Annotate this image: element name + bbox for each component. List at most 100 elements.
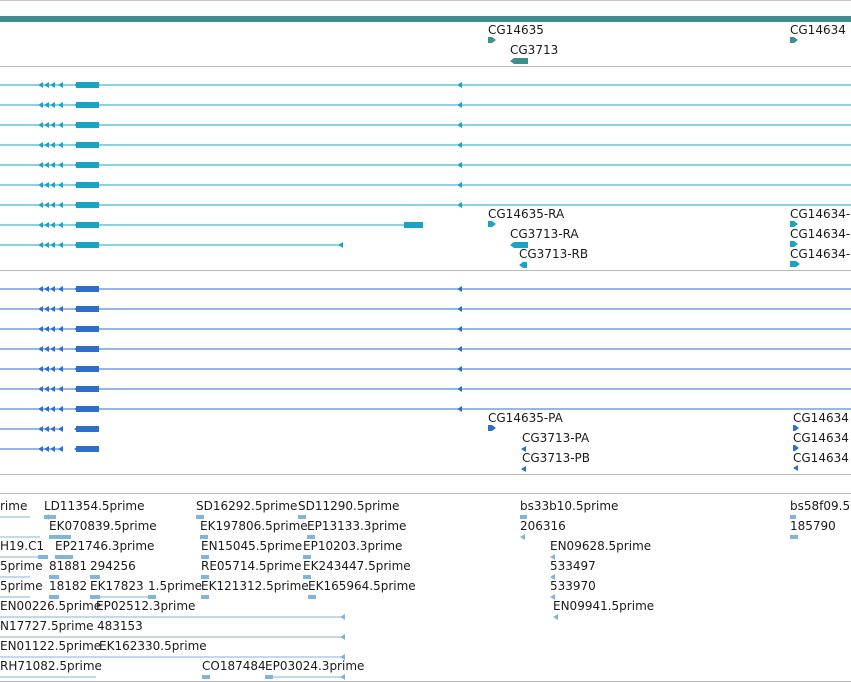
protein-feature-cg3713-pb[interactable] <box>521 466 526 472</box>
protein-label-cg3713-pa[interactable]: CG3713-PA <box>522 431 590 445</box>
est-feature[interactable] <box>49 575 59 579</box>
transcript-exon[interactable] <box>457 122 462 128</box>
transcript-feature-cg14634-3[interactable] <box>790 261 800 267</box>
est-label[interactable]: 533970 <box>550 579 596 593</box>
protein-label-cg14634-3[interactable]: CG14634 <box>793 451 849 465</box>
transcript-exon[interactable] <box>38 202 43 208</box>
est-feature[interactable] <box>790 515 796 519</box>
transcript-exon[interactable] <box>404 222 423 228</box>
transcript-exon[interactable] <box>38 162 43 168</box>
gene-feature-cg14635[interactable] <box>488 37 496 43</box>
est-label[interactable]: RH71082.5prime <box>0 659 102 673</box>
est-label[interactable]: EN09628.5prime <box>550 539 652 553</box>
transcript-label-cg14634-1[interactable]: CG14634- <box>790 207 851 221</box>
protein-exon[interactable] <box>44 386 49 392</box>
est-feature[interactable] <box>55 555 73 559</box>
protein-exon[interactable] <box>38 426 43 432</box>
est-label[interactable]: EK165964.5prime <box>308 579 416 593</box>
protein-exon[interactable] <box>44 406 49 412</box>
est-label[interactable]: 533497 <box>550 559 596 573</box>
est-label[interactable]: EK121312.5prime <box>201 579 309 593</box>
transcript-exon[interactable] <box>38 142 43 148</box>
protein-exon[interactable] <box>457 406 462 412</box>
est-label[interactable]: EN00226.5prime <box>0 599 102 613</box>
est-feature[interactable] <box>49 535 71 539</box>
est-label[interactable]: 18182 <box>49 579 88 593</box>
protein-exon[interactable] <box>457 326 462 332</box>
protein-exon[interactable] <box>457 306 462 312</box>
transcript-exon[interactable] <box>457 142 462 148</box>
transcript-label-cg14635-ra[interactable]: CG14635-RA <box>488 207 565 221</box>
transcript-exon[interactable] <box>44 122 49 128</box>
est-label[interactable]: H19.C1 <box>0 539 45 553</box>
protein-label-cg3713-pb[interactable]: CG3713-PB <box>522 451 591 465</box>
transcript-exon[interactable] <box>50 222 55 228</box>
est-feature[interactable] <box>303 555 311 559</box>
transcript-exon[interactable] <box>58 142 63 148</box>
transcript-feature-cg14634-2[interactable] <box>790 241 798 247</box>
protein-exon[interactable] <box>50 406 55 412</box>
est-feature[interactable] <box>38 555 48 559</box>
est-label[interactable]: EP21746.3prime <box>55 539 155 553</box>
transcript-exon[interactable] <box>44 242 49 248</box>
transcript-exon[interactable] <box>50 82 55 88</box>
est-feature[interactable] <box>202 675 210 679</box>
protein-exon[interactable] <box>38 306 43 312</box>
est-label[interactable]: EP10203.3prime <box>303 539 403 553</box>
transcript-exon[interactable] <box>44 162 49 168</box>
transcript-feature-cg3713-rb[interactable] <box>519 262 527 268</box>
transcript-exon[interactable] <box>74 122 79 128</box>
protein-exon[interactable] <box>38 386 43 392</box>
transcript-feature-cg14635-ra[interactable] <box>488 221 496 227</box>
transcript-exon[interactable] <box>44 202 49 208</box>
protein-feature-cg14634-2[interactable] <box>793 445 799 451</box>
transcript-exon[interactable] <box>457 202 462 208</box>
est-label[interactable]: 5prime <box>0 579 43 593</box>
protein-exon[interactable] <box>74 406 79 412</box>
est-feature[interactable] <box>550 554 555 560</box>
est-feature[interactable] <box>308 595 316 599</box>
protein-label-cg14634-2[interactable]: CG14634 <box>793 431 849 445</box>
transcript-exon[interactable] <box>74 142 79 148</box>
protein-exon[interactable] <box>457 386 462 392</box>
transcript-feature-cg3713-ra[interactable] <box>510 242 528 248</box>
transcript-exon[interactable] <box>38 182 43 188</box>
est-label[interactable]: LD11354.5prime <box>44 499 145 513</box>
protein-exon[interactable] <box>38 406 43 412</box>
est-label[interactable]: EN15045.5prime <box>201 539 303 553</box>
est-label[interactable]: bs33b10.5prime <box>520 499 619 513</box>
est-feature[interactable] <box>265 675 273 679</box>
est-feature[interactable] <box>200 535 208 539</box>
protein-label-cg14635-pa[interactable]: CG14635-PA <box>488 411 563 425</box>
transcript-exon[interactable] <box>74 102 79 108</box>
protein-exon[interactable] <box>58 306 63 312</box>
transcript-exon[interactable] <box>38 242 43 248</box>
transcript-exon[interactable] <box>74 182 79 188</box>
protein-exon[interactable] <box>44 366 49 372</box>
protein-feature-cg14635-pa[interactable] <box>488 425 496 431</box>
est-label[interactable]: EK197806.5prime <box>200 519 308 533</box>
gene-locus-bar[interactable] <box>0 16 851 22</box>
protein-exon[interactable] <box>58 426 63 432</box>
transcript-exon[interactable] <box>58 122 63 128</box>
protein-exon[interactable] <box>76 446 99 452</box>
transcript-exon[interactable] <box>58 82 63 88</box>
transcript-exon[interactable] <box>44 182 49 188</box>
protein-exon[interactable] <box>74 326 79 332</box>
protein-exon[interactable] <box>50 326 55 332</box>
transcript-exon[interactable] <box>74 162 79 168</box>
transcript-label-cg3713-rb[interactable]: CG3713-RB <box>519 247 589 261</box>
protein-exon[interactable] <box>76 386 99 392</box>
transcript-label-cg3713-ra[interactable]: CG3713-RA <box>510 227 579 241</box>
protein-exon[interactable] <box>58 386 63 392</box>
protein-exon[interactable] <box>76 286 99 292</box>
est-label[interactable]: RE05714.5prime <box>201 559 302 573</box>
est-label[interactable]: CO187484 <box>202 659 266 673</box>
protein-exon[interactable] <box>58 406 63 412</box>
est-feature[interactable] <box>340 634 345 640</box>
est-feature[interactable] <box>148 595 156 599</box>
transcript-exon[interactable] <box>58 242 63 248</box>
est-label[interactable]: EN01122.5prime <box>0 639 102 653</box>
est-label[interactable]: 483153 <box>97 619 143 633</box>
est-feature[interactable] <box>553 614 558 620</box>
